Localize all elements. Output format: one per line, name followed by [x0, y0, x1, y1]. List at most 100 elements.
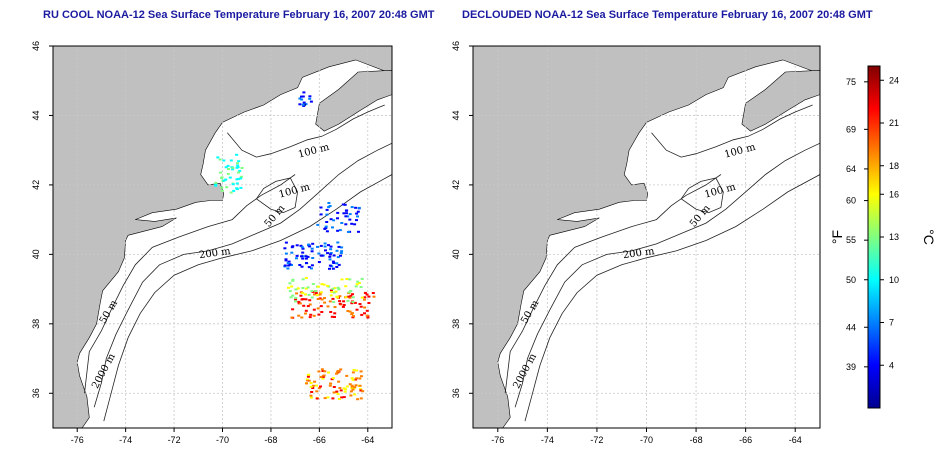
sst-pixel: [329, 218, 333, 221]
sst-pixel: [307, 243, 311, 246]
sst-pixel: [351, 371, 355, 374]
sst-pixel: [317, 313, 321, 316]
sst-pixel: [348, 383, 352, 386]
x-tick-label: -66: [739, 435, 752, 445]
sst-pixel: [367, 302, 371, 304]
sst-pixel: [309, 385, 313, 388]
sst-pixel: [325, 221, 329, 223]
celsius-tick-label: 18: [889, 161, 899, 171]
sst-pixel: [226, 164, 230, 167]
sst-pixel: [327, 371, 330, 374]
sst-pixel: [366, 316, 370, 319]
x-tick-label: -76: [491, 435, 504, 445]
sst-pixel: [231, 168, 235, 171]
sst-pixel: [333, 287, 337, 290]
bathymetry-contour-b2000: [524, 174, 820, 422]
bathymetry-contour-gb: [256, 177, 299, 214]
sst-pixel: [300, 265, 304, 268]
sst-pixel: [340, 246, 344, 249]
y-tick-label: 44: [451, 110, 461, 120]
sst-pixel: [316, 298, 320, 300]
sst-pixel: [335, 266, 339, 268]
sst-pixel: [311, 283, 315, 285]
sst-pixel: [319, 305, 323, 308]
sst-pixel: [331, 297, 335, 300]
sst-pixel: [228, 176, 232, 179]
sst-pixel: [214, 183, 218, 186]
sst-pixel: [309, 100, 313, 103]
sst-pixel: [324, 227, 328, 229]
sst-pixel: [320, 368, 324, 371]
sst-pixel: [350, 377, 354, 380]
sst-pixel: [299, 244, 303, 247]
sst-pixel: [227, 168, 230, 170]
sst-pixel: [308, 95, 312, 98]
sst-pixel: [289, 296, 293, 299]
sst-pixel: [305, 262, 308, 265]
sst-pixel: [326, 305, 330, 308]
sst-pixel: [319, 385, 322, 388]
contour-label: 200 m: [198, 246, 231, 261]
sst-pixel: [311, 384, 315, 387]
sst-pixel: [353, 393, 357, 396]
sst-pixel: [351, 293, 354, 296]
sst-pixel: [336, 256, 340, 259]
sst-pixel: [310, 267, 313, 270]
sst-pixel: [353, 386, 357, 389]
sst-pixel: [342, 396, 346, 399]
sst-pixel: [315, 384, 318, 387]
sst-pixel: [337, 380, 341, 383]
sst-pixel: [222, 159, 226, 162]
sst-pixel: [307, 379, 311, 382]
sst-pixel: [316, 223, 320, 226]
y-tick-label: 46: [31, 41, 41, 51]
sst-pixel: [301, 103, 305, 106]
sst-pixel: [310, 247, 314, 250]
sst-pixel: [329, 245, 333, 248]
x-tick-label: -70: [640, 435, 653, 445]
sst-pixel: [363, 291, 367, 294]
fahrenheit-tick-label: 39: [846, 362, 856, 372]
sst-pixel: [237, 160, 241, 163]
sst-pixel: [358, 384, 362, 387]
sst-pixel: [336, 286, 340, 289]
sst-pixel: [367, 295, 371, 298]
sst-pixel: [326, 396, 330, 399]
y-tick-label: 38: [451, 319, 461, 329]
sst-pixel: [295, 292, 299, 295]
nova-scotia-land: [315, 69, 392, 132]
sst-pixel: [329, 382, 333, 385]
sst-pixel: [340, 250, 344, 253]
sst-pixel: [332, 219, 336, 222]
bathymetry-contour-gb: [680, 177, 724, 214]
sst-pixel: [319, 254, 323, 257]
sst-pixel: [283, 247, 287, 250]
sst-pixel: [317, 387, 321, 390]
sst-pixel: [235, 182, 239, 185]
sst-pixel: [309, 394, 313, 397]
sst-pixel: [361, 390, 365, 393]
sst-pixel: [359, 305, 363, 308]
sst-pixel: [229, 159, 233, 162]
celsius-unit-label: °C: [921, 229, 937, 245]
sst-pixel: [323, 242, 327, 245]
fahrenheit-tick-label: 69: [846, 124, 856, 134]
sst-pixel: [298, 302, 302, 305]
sst-pixel: [291, 294, 295, 297]
sst-pixel: [371, 292, 375, 294]
fahrenheit-tick-label: 64: [846, 164, 856, 174]
sst-pixel: [329, 294, 333, 297]
sst-pixel: [302, 101, 306, 104]
sst-pixel: [290, 285, 294, 288]
sst-pixel: [357, 282, 361, 284]
sst-pixel: [319, 376, 323, 378]
sst-pixel: [313, 380, 317, 383]
sst-pixel: [336, 229, 340, 232]
sst-pixel: [304, 293, 307, 296]
sst-pixel: [318, 293, 322, 296]
sst-pixel: [235, 153, 239, 156]
sst-pixel: [329, 248, 333, 251]
sst-pixel: [342, 300, 346, 303]
sst-pixel: [342, 387, 346, 390]
